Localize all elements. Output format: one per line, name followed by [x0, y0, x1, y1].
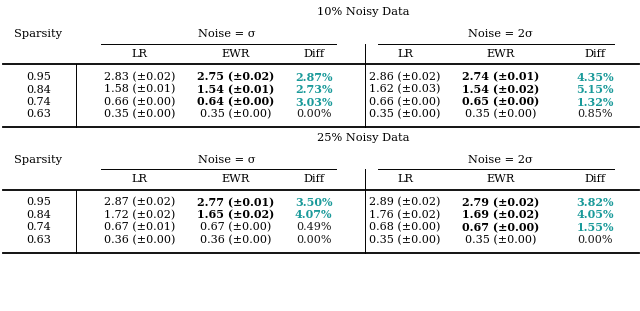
Text: 0.67 (±0.00): 0.67 (±0.00): [463, 222, 540, 233]
Text: 0.00%: 0.00%: [296, 235, 332, 245]
Text: 1.55%: 1.55%: [577, 222, 614, 233]
Text: Sparsity: Sparsity: [14, 29, 63, 39]
Text: 1.69 (±0.02): 1.69 (±0.02): [463, 209, 540, 220]
Text: 3.50%: 3.50%: [295, 197, 332, 208]
Text: Diff: Diff: [303, 174, 324, 184]
Text: 2.79 (±0.02): 2.79 (±0.02): [463, 197, 540, 208]
Text: 0.35 (±0.00): 0.35 (±0.00): [465, 234, 537, 245]
Text: 0.63: 0.63: [26, 235, 51, 245]
Text: 1.32%: 1.32%: [577, 96, 614, 108]
Text: 0.64 (±0.00): 0.64 (±0.00): [197, 96, 274, 108]
Text: 2.86 (±0.02): 2.86 (±0.02): [369, 72, 441, 82]
Text: 0.84: 0.84: [26, 85, 51, 95]
Text: LR: LR: [132, 174, 148, 184]
Text: 0.35 (±0.00): 0.35 (±0.00): [369, 234, 441, 245]
Text: 0.68 (±0.00): 0.68 (±0.00): [369, 222, 441, 233]
Text: 0.00%: 0.00%: [577, 235, 613, 245]
Text: EWR: EWR: [221, 49, 250, 59]
Text: EWR: EWR: [221, 174, 250, 184]
Text: 0.49%: 0.49%: [296, 222, 332, 232]
Text: LR: LR: [132, 49, 148, 59]
Text: 0.66 (±0.00): 0.66 (±0.00): [369, 97, 441, 107]
Text: 2.87%: 2.87%: [295, 72, 332, 83]
Text: Noise = σ: Noise = σ: [198, 155, 255, 165]
Text: 5.15%: 5.15%: [577, 84, 614, 95]
Text: 1.62 (±0.03): 1.62 (±0.03): [369, 84, 441, 95]
Text: 0.63: 0.63: [26, 109, 51, 119]
Text: 2.73%: 2.73%: [295, 84, 332, 95]
Text: 2.83 (±0.02): 2.83 (±0.02): [104, 72, 175, 82]
Text: 0.35 (±0.00): 0.35 (±0.00): [369, 109, 441, 120]
Text: 1.54 (±0.02): 1.54 (±0.02): [463, 84, 540, 95]
Text: 0.36 (±0.00): 0.36 (±0.00): [104, 234, 175, 245]
Text: 1.76 (±0.02): 1.76 (±0.02): [369, 210, 441, 220]
Text: 4.35%: 4.35%: [577, 72, 614, 83]
Text: Sparsity: Sparsity: [14, 155, 63, 165]
Text: 0.35 (±0.00): 0.35 (±0.00): [200, 109, 271, 120]
Text: 0.65 (±0.00): 0.65 (±0.00): [463, 96, 540, 108]
Text: 2.89 (±0.02): 2.89 (±0.02): [369, 197, 441, 208]
Text: 4.07%: 4.07%: [295, 209, 332, 220]
Text: 2.74 (±0.01): 2.74 (±0.01): [463, 72, 540, 83]
Text: 0.67 (±0.01): 0.67 (±0.01): [104, 222, 175, 233]
Text: 0.85%: 0.85%: [577, 109, 613, 119]
Text: 0.66 (±0.00): 0.66 (±0.00): [104, 97, 175, 107]
Text: 0.36 (±0.00): 0.36 (±0.00): [200, 234, 271, 245]
Text: 2.75 (±0.02): 2.75 (±0.02): [197, 72, 274, 83]
Text: 1.54 (±0.01): 1.54 (±0.01): [197, 84, 274, 95]
Text: Noise = 2σ: Noise = 2σ: [468, 155, 532, 165]
Text: 0.35 (±0.00): 0.35 (±0.00): [104, 109, 175, 120]
Text: 1.58 (±0.01): 1.58 (±0.01): [104, 84, 175, 95]
Text: 2.77 (±0.01): 2.77 (±0.01): [197, 197, 274, 208]
Text: Diff: Diff: [584, 49, 606, 59]
Text: 2.87 (±0.02): 2.87 (±0.02): [104, 197, 175, 208]
Text: 25% Noisy Data: 25% Noisy Data: [317, 133, 410, 143]
Text: 0.74: 0.74: [26, 97, 51, 107]
Text: 0.67 (±0.00): 0.67 (±0.00): [200, 222, 271, 233]
Text: 0.95: 0.95: [26, 72, 51, 82]
Text: 0.74: 0.74: [26, 222, 51, 232]
Text: 10% Noisy Data: 10% Noisy Data: [317, 7, 410, 17]
Text: 0.84: 0.84: [26, 210, 51, 220]
Text: 0.95: 0.95: [26, 197, 51, 207]
Text: Noise = 2σ: Noise = 2σ: [468, 29, 532, 39]
Text: LR: LR: [397, 49, 413, 59]
Text: EWR: EWR: [487, 49, 515, 59]
Text: EWR: EWR: [487, 174, 515, 184]
Text: 0.00%: 0.00%: [296, 109, 332, 119]
Text: 1.72 (±0.02): 1.72 (±0.02): [104, 210, 175, 220]
Text: Diff: Diff: [584, 174, 606, 184]
Text: 3.03%: 3.03%: [295, 96, 332, 108]
Text: Noise = σ: Noise = σ: [198, 29, 255, 39]
Text: 4.05%: 4.05%: [577, 209, 614, 220]
Text: 3.82%: 3.82%: [577, 197, 614, 208]
Text: LR: LR: [397, 174, 413, 184]
Text: 1.65 (±0.02): 1.65 (±0.02): [197, 209, 274, 220]
Text: Diff: Diff: [303, 49, 324, 59]
Text: 0.35 (±0.00): 0.35 (±0.00): [465, 109, 537, 120]
